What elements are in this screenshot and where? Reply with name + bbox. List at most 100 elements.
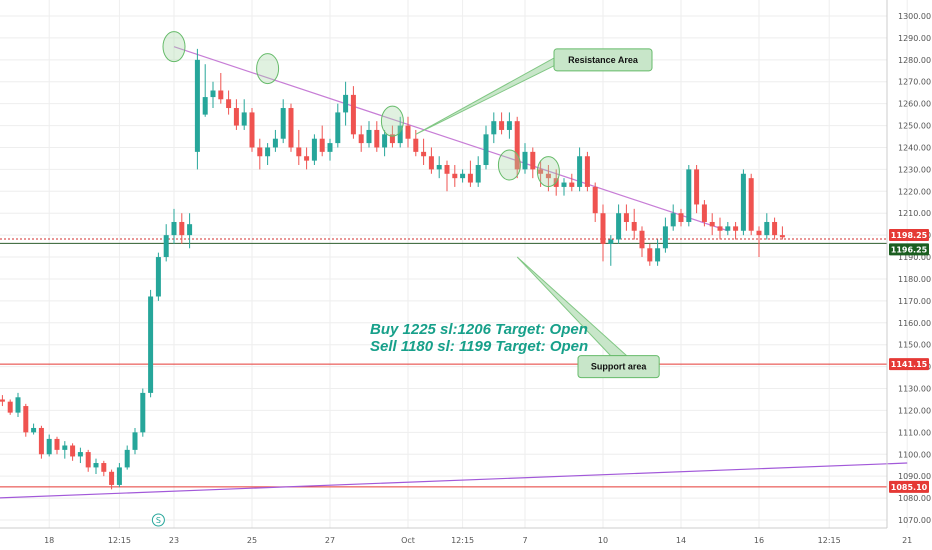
price-tick-label: 1110.00 [898,428,931,437]
candle-body [577,156,583,187]
candle-body [218,90,224,100]
candle-body [616,213,622,240]
highlight-circle [536,156,560,188]
candle-body [311,138,317,161]
candle-body [241,112,247,126]
candle-body [608,239,614,244]
candle-body [522,151,528,170]
candle-body [421,151,427,157]
event-marker[interactable]: S [151,513,165,527]
candle-body [475,165,481,183]
sell-annotation: Sell 1180 sl: 1199 Target: Open [370,338,588,355]
support-callout-label: Support area [591,362,648,372]
candle-body [569,182,575,187]
price-tick-label: 1190.00 [898,253,931,262]
price-tags: 1198.25 1196.25 1141.15 1085.10 [889,228,929,493]
candle-body [77,452,83,457]
price-tick-label: 1300.00 [898,12,931,21]
candle-body [187,224,193,236]
candle-body [140,392,146,433]
candle-body [327,143,333,152]
candle-body [265,147,271,157]
candle-body [70,445,76,457]
price-tick-label: 1090.00 [898,472,931,481]
candle-body [592,186,598,214]
candle-body [694,169,700,205]
price-tag [889,243,929,256]
time-tick-label: 12:15 [818,536,841,545]
candle-body [405,125,411,139]
candle-body [210,90,216,98]
split-marker-label: S [156,516,161,525]
candle-body [296,147,302,157]
time-tick-label: 7 [522,536,527,545]
time-axis[interactable]: 18 12:15 23 25 27 Oct 12:15 7 10 14 16 12:15 21 [44,536,912,545]
split-marker-circle [151,513,165,527]
candle-body [374,129,380,148]
candle-body [670,213,676,227]
time-tick-label: 14 [676,536,686,545]
candle-body [366,129,372,144]
time-tick-label: 12:15 [451,536,474,545]
price-tick-label: 1290.00 [898,34,931,43]
time-tick-label: 25 [247,536,257,545]
candle-body [304,156,310,161]
callout-pointer [415,54,559,135]
candle-body [31,427,37,433]
candle-body [444,165,450,174]
candle-body [335,112,341,144]
candle-body [54,438,60,450]
price-tick-label: 1240.00 [898,143,931,152]
highlight-circle [497,149,521,181]
candle-body [358,134,364,144]
callout-box [577,355,660,379]
candle-body [343,94,349,113]
candle-body [561,182,567,187]
candle-body [397,125,403,144]
time-tick-label: 27 [325,536,335,545]
candle-body [678,213,684,222]
candle-body [249,112,255,148]
price-tick-label: 1130.00 [898,385,931,394]
callouts: Resistance Area Support area [415,48,660,379]
candle-body [7,401,13,413]
trendlines [0,46,908,499]
candle-body [506,121,512,130]
candle-body [740,173,746,231]
price-tag-label: 1141.15 [891,360,928,369]
highlight-circle [380,105,404,137]
candle-body [389,134,395,144]
horizontal-levels [0,238,887,488]
candle-body [779,235,785,238]
candle-body [709,221,715,227]
price-axis[interactable]: 1070.00 1080.00 1090.00 1100.00 1110.00 1120.… [898,12,931,525]
candle-body [109,471,115,485]
candle-body [280,108,286,139]
candle-body [701,204,707,222]
highlight-circle [162,31,186,63]
candle-body [233,108,239,126]
candle-body [499,121,505,130]
candle-body [0,399,5,402]
price-tick-label: 1150.00 [898,341,931,350]
candle-body [748,178,754,231]
candle-body [85,452,91,468]
time-tick-label: 18 [44,536,54,545]
time-tick-label: 21 [902,536,912,545]
price-tag-label: 1198.25 [891,231,928,240]
time-tick-label: Oct [401,536,415,545]
candle-body [428,156,434,170]
price-tag [889,228,929,241]
candle-body [631,221,637,231]
candle-body [584,156,590,187]
trade-annotation: Buy 1225 sl:1206 Target: Open Sell 1180 … [370,321,588,355]
grid [0,0,908,528]
candle-body [647,248,653,262]
candle-body [530,151,536,170]
price-tick-label: 1120.00 [898,406,931,415]
candle-body [350,94,356,135]
time-tick-label: 16 [754,536,764,545]
candle-body [62,445,68,450]
candle-body [756,230,762,236]
